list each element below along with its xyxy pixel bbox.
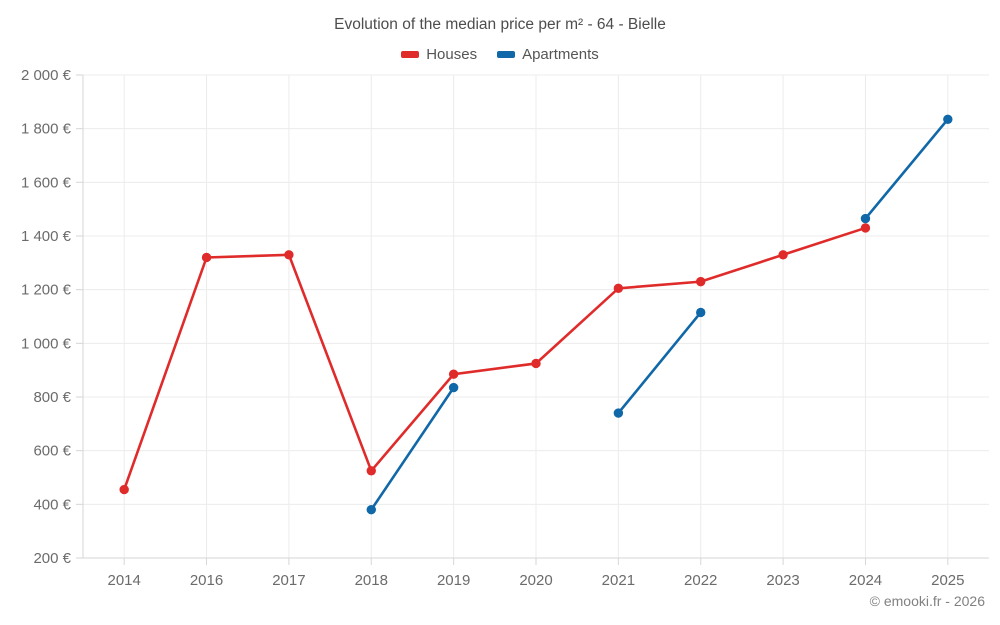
- legend-label-houses: Houses: [426, 46, 478, 63]
- chart-legend: Houses Apartments: [0, 46, 1000, 63]
- x-axis-label: 2014: [107, 572, 140, 589]
- y-axis-label: 400 €: [33, 496, 71, 513]
- data-point-houses[interactable]: [119, 484, 129, 495]
- y-axis-label: 600 €: [33, 443, 71, 460]
- y-axis-label: 200 €: [33, 550, 71, 567]
- x-axis-label: 2016: [190, 572, 223, 589]
- y-axis-label: 1 600 €: [21, 174, 72, 191]
- data-point-houses[interactable]: [201, 252, 212, 263]
- data-point-houses[interactable]: [613, 283, 624, 294]
- x-axis-label: 2020: [519, 572, 552, 589]
- x-axis-label: 2018: [355, 572, 388, 589]
- y-axis-label: 1 000 €: [21, 335, 72, 352]
- series-line-apartments: [864, 117, 950, 220]
- legend-item-apartments[interactable]: Apartments: [497, 46, 599, 63]
- data-point-apartments[interactable]: [943, 114, 953, 124]
- x-axis-label: 2022: [684, 572, 717, 589]
- data-point-apartments[interactable]: [613, 408, 624, 418]
- houses-swatch-icon: [401, 51, 420, 58]
- legend-label-apartments: Apartments: [522, 46, 599, 63]
- data-point-apartments[interactable]: [696, 307, 706, 318]
- y-axis-label: 1 800 €: [21, 121, 72, 138]
- data-point-houses[interactable]: [366, 466, 376, 476]
- x-axis-label: 2017: [272, 572, 305, 589]
- data-point-apartments[interactable]: [366, 505, 376, 515]
- data-point-houses[interactable]: [448, 369, 459, 379]
- apartments-swatch-icon: [497, 51, 516, 58]
- series-line-apartments: [369, 386, 455, 512]
- y-axis-label: 1 400 €: [21, 228, 72, 245]
- copyright-watermark: © emooki.fr - 2026: [869, 593, 985, 609]
- data-point-apartments[interactable]: [860, 213, 871, 224]
- data-point-houses[interactable]: [284, 250, 294, 260]
- legend-item-houses[interactable]: Houses: [401, 46, 477, 63]
- series-line-houses: [122, 226, 867, 491]
- x-axis-label: 2019: [437, 572, 470, 589]
- data-point-houses[interactable]: [860, 223, 871, 233]
- data-point-houses[interactable]: [696, 276, 706, 287]
- series-line-apartments: [617, 311, 703, 415]
- x-axis-label: 2021: [602, 572, 635, 589]
- data-point-apartments[interactable]: [448, 382, 459, 393]
- y-axis-label: 800 €: [33, 389, 71, 406]
- x-axis-label: 2025: [931, 572, 964, 589]
- data-point-houses[interactable]: [531, 358, 541, 369]
- x-axis-label: 2023: [766, 572, 799, 589]
- data-point-houses[interactable]: [778, 250, 788, 260]
- y-axis-label: 1 200 €: [21, 282, 72, 299]
- y-axis-label: 2 000 €: [21, 67, 72, 84]
- x-axis-label: 2024: [849, 572, 882, 589]
- chart-title: Evolution of the median price per m² - 6…: [334, 16, 666, 33]
